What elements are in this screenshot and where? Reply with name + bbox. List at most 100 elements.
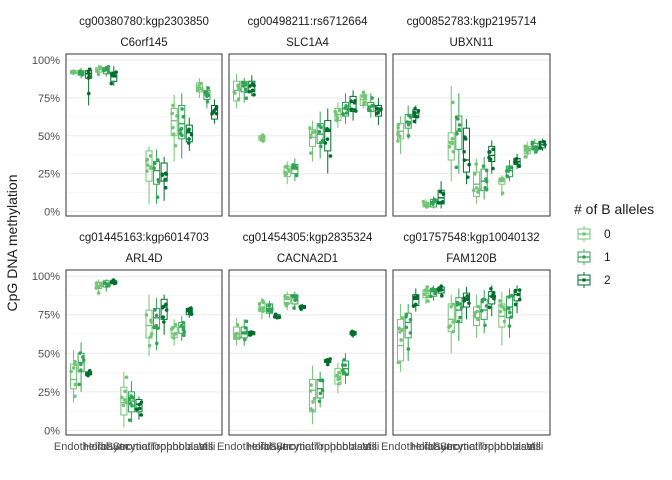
- data-point: [206, 93, 210, 98]
- data-point: [323, 141, 328, 145]
- data-point: [248, 84, 252, 88]
- data-point: [415, 295, 420, 299]
- strip-label-gene: ARL4D: [125, 253, 162, 265]
- data-point: [405, 120, 410, 124]
- data-point: [96, 72, 101, 77]
- data-point: [525, 150, 529, 155]
- data-point: [155, 195, 160, 200]
- data-point: [139, 400, 144, 405]
- data-point: [502, 319, 507, 324]
- data-point: [500, 191, 505, 196]
- data-point: [424, 205, 429, 209]
- legend-key-point: [582, 232, 586, 236]
- box: [404, 312, 412, 339]
- facet-panel: cg00852783:kgp2195714 UBXN11: [392, 16, 551, 217]
- x-tick-label: Trophoblasts: [150, 441, 214, 453]
- data-point: [170, 111, 174, 116]
- data-point: [121, 403, 126, 408]
- data-point: [509, 165, 514, 170]
- x-tick-label: Syncytiotrophoblasts: [269, 441, 371, 453]
- legend-item: 0: [577, 226, 611, 242]
- data-point: [325, 128, 329, 133]
- legend-label: 1: [604, 250, 611, 264]
- data-point: [397, 326, 401, 331]
- data-point: [433, 198, 438, 203]
- data-point: [337, 382, 341, 386]
- data-point: [396, 122, 401, 127]
- data-point: [163, 185, 168, 190]
- data-point: [171, 103, 175, 108]
- data-point: [308, 389, 313, 393]
- y-tick-label: 0%: [44, 425, 60, 437]
- data-point: [538, 145, 542, 150]
- legend: # of B alleles 0 1 2: [574, 201, 654, 288]
- data-point: [476, 304, 481, 309]
- data-point: [426, 299, 430, 303]
- panel-border: [65, 269, 223, 436]
- legend-label: 0: [604, 227, 611, 241]
- data-point: [292, 306, 296, 310]
- data-point: [350, 332, 355, 336]
- data-point: [475, 316, 480, 321]
- data-point: [484, 304, 489, 308]
- data-point: [72, 69, 76, 73]
- data-point: [341, 112, 345, 116]
- data-point: [342, 357, 347, 362]
- data-point: [97, 284, 101, 289]
- data-point: [345, 107, 350, 112]
- data-point: [466, 175, 470, 179]
- strip-label-gene: UBXN11: [450, 37, 494, 49]
- data-point: [513, 302, 518, 307]
- data-point: [534, 150, 538, 154]
- box: [324, 120, 332, 152]
- data-point: [328, 357, 332, 361]
- data-point: [186, 141, 191, 145]
- legend-key-point: [582, 255, 586, 259]
- data-point: [171, 325, 175, 330]
- data-point: [71, 366, 76, 370]
- data-point: [153, 308, 157, 312]
- data-point: [178, 128, 183, 132]
- data-point: [517, 164, 522, 169]
- data-point: [441, 191, 446, 196]
- data-point: [399, 338, 403, 342]
- data-point: [87, 74, 92, 79]
- y-tick-label: 100%: [32, 55, 60, 67]
- data-point: [186, 307, 190, 312]
- data-point: [491, 166, 495, 171]
- data-point: [318, 144, 323, 149]
- data-point: [467, 301, 471, 305]
- data-point: [482, 297, 487, 302]
- data-point: [345, 372, 349, 377]
- data-point: [342, 370, 346, 375]
- data-point: [312, 130, 317, 134]
- data-point: [149, 320, 153, 324]
- data-point: [326, 359, 330, 364]
- data-point: [96, 69, 100, 74]
- data-point: [481, 164, 486, 168]
- data-point: [259, 138, 264, 142]
- data-point: [508, 310, 512, 315]
- facet-panel: cg01757548:kgp10040132 FAM120B Endothelial…: [381, 232, 551, 453]
- data-point: [145, 163, 150, 167]
- data-point: [73, 362, 77, 367]
- data-point: [104, 66, 109, 70]
- data-point: [257, 302, 262, 306]
- data-point: [261, 300, 266, 305]
- data-point: [425, 285, 430, 289]
- data-point: [531, 147, 536, 151]
- data-point: [137, 402, 142, 407]
- data-point: [406, 347, 411, 351]
- data-point: [422, 292, 427, 296]
- data-point: [199, 81, 203, 86]
- data-point: [252, 92, 256, 97]
- legend-key-point: [582, 278, 586, 282]
- data-point: [244, 81, 248, 86]
- data-point: [396, 139, 400, 143]
- data-point: [134, 407, 139, 412]
- facet-panel: cg01454305:kgp2835324 CACNA2D1 Endothelial…: [217, 232, 387, 453]
- data-point: [451, 329, 456, 334]
- data-point: [412, 110, 417, 115]
- data-point: [463, 135, 467, 139]
